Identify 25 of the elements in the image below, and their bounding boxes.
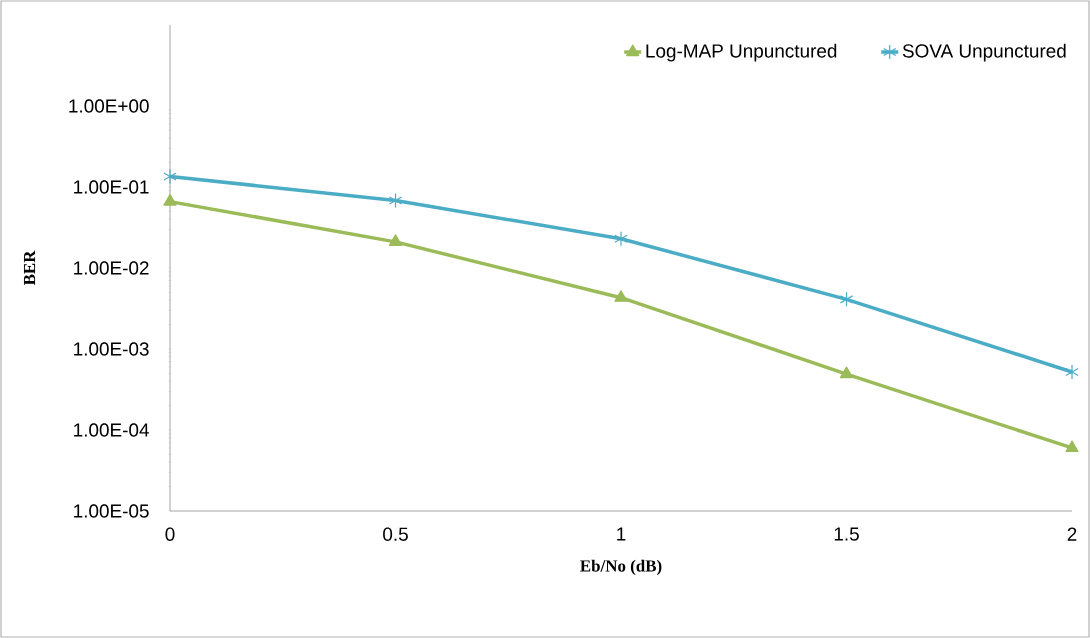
- x-tick-label: 1.5: [834, 527, 859, 541]
- legend-label: Log-MAP Unpunctured: [646, 43, 837, 62]
- x-tick-label: 0: [165, 527, 175, 541]
- point: [388, 234, 403, 246]
- point: [839, 366, 854, 379]
- point: [388, 192, 403, 209]
- y-axis-title: BER: [23, 250, 36, 286]
- point: [614, 231, 628, 247]
- legend-label: SOVA Unpunctured: [902, 43, 1066, 62]
- y-tick-label: 1.00E-04: [74, 423, 149, 437]
- point: [839, 291, 854, 307]
- x-tick-label: 2: [1067, 527, 1077, 541]
- y-tick-label: 1.00E-05: [74, 504, 149, 518]
- point: [614, 290, 628, 302]
- x-axis-title: Eb/No (dB): [580, 559, 662, 576]
- point: [163, 168, 177, 185]
- point: [163, 194, 177, 206]
- x-tick-label: 1: [617, 527, 626, 541]
- y-tick-label: 1.00E-02: [74, 261, 149, 275]
- y-tick-label: 1.00E+00: [69, 99, 149, 113]
- y-tick-label: 1.00E-01: [74, 180, 149, 194]
- point: [1065, 364, 1079, 380]
- y-tick-label: 1.00E-03: [74, 342, 149, 356]
- x-tick-label: 0.5: [383, 527, 408, 541]
- point: [1065, 440, 1079, 453]
